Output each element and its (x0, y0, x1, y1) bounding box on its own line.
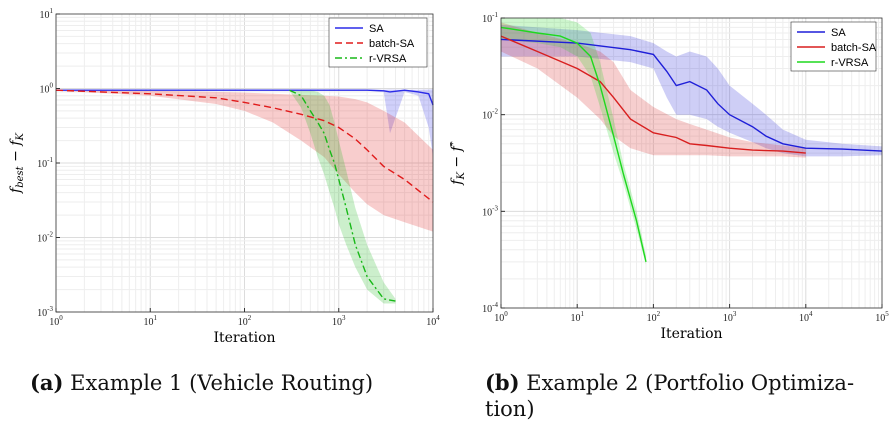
y-tick-label: 10-2 (37, 231, 53, 245)
caption-b-text-cont: tion) (485, 397, 535, 421)
y-tick-label: 10-2 (482, 108, 498, 122)
y-axis-label: fbest − fK (8, 133, 26, 194)
legend-label-sa: SA (369, 23, 384, 35)
x-tick-label: 101 (144, 314, 158, 328)
band-sa (501, 24, 882, 157)
series-line-batch-sa (55, 89, 434, 203)
caption-a-text: Example 1 (Vehicle Routing) (70, 371, 374, 395)
x-axis-label: Iteration (213, 330, 275, 346)
axes-frame (500, 17, 883, 309)
y-tick-label: 10-1 (482, 11, 498, 25)
y-axis-label-text: fK − f* (450, 141, 467, 185)
band-r-vrsa (289, 89, 396, 304)
chart-a: 100 101 102 103 104 10-3 10-2 10-1 100 101 Iterati… (8, 7, 440, 346)
x-tick-label: 104 (799, 310, 813, 324)
band-r-vrsa (501, 18, 646, 265)
y-tick-label: 10-1 (37, 156, 53, 170)
caption-b-text: Example 2 (Portfolio Optimiza- (526, 371, 855, 395)
y-tick-label: 10-4 (482, 301, 498, 315)
caption-b-label: (b) (485, 370, 520, 395)
x-axis-label: Iteration (660, 326, 722, 342)
x-tick-label: 103 (332, 314, 346, 328)
caption-b: (b) Example 2 (Portfolio Optimiza- tion) (485, 370, 885, 422)
legend-box (328, 17, 428, 68)
grid (55, 14, 433, 313)
legend-label-batch-sa: batch-SA (831, 42, 877, 54)
x-tick-label: 100 (49, 314, 63, 328)
grid (500, 18, 882, 309)
legend-label-batch-sa: batch-SA (369, 38, 415, 50)
x-tick-label: 102 (647, 310, 661, 324)
x-tick-label: 103 (723, 310, 737, 324)
y-axis-label: fK − f* (450, 141, 467, 185)
caption-a-label: (a) (30, 370, 64, 395)
band-batch-sa (56, 89, 433, 232)
x-tick-label: 101 (570, 310, 584, 324)
legend: SA batch-SA r-VRSA (790, 21, 877, 72)
x-tick-label: 100 (494, 310, 508, 324)
x-tick-label: 104 (426, 314, 440, 328)
legend-label-r-vrsa: r-VRSA (831, 57, 869, 69)
y-axis-label-text: fbest − fK (8, 133, 26, 194)
legend-label-sa: SA (831, 27, 846, 39)
legend: SA batch-SA r-VRSA (328, 17, 428, 68)
legend-label-r-vrsa: r-VRSA (369, 53, 407, 65)
series-line-r-vrsa (500, 26, 647, 263)
series-line-sa (56, 89, 434, 106)
caption-a: (a) Example 1 (Vehicle Routing) (30, 370, 373, 396)
y-tick-label: 10-3 (37, 305, 53, 319)
band-sa (56, 89, 433, 158)
y-tick-label: 10-3 (482, 204, 498, 218)
y-tick-label: 100 (40, 82, 54, 96)
series-line-r-vrsa (289, 89, 396, 302)
series-line-batch-sa (500, 35, 806, 154)
x-tick-label: 105 (875, 310, 889, 324)
x-tick-label: 102 (238, 314, 252, 328)
band-batch-sa (501, 22, 806, 158)
chart-b: 100 101 102 103 104 105 10-4 10-3 10-2 10-1 Iterat… (450, 11, 889, 342)
series-line-sa (500, 38, 883, 152)
y-tick-label: 101 (40, 7, 54, 21)
